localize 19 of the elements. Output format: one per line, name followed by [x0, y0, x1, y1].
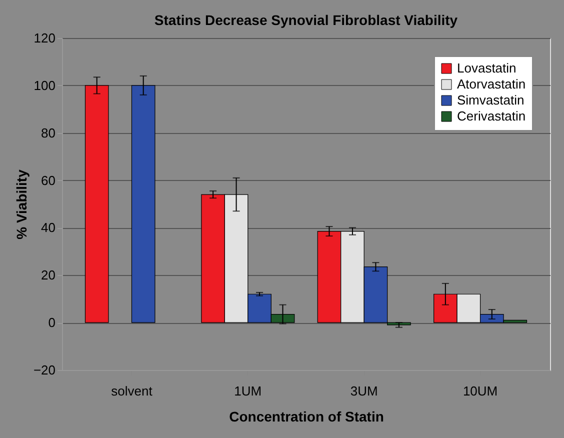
x-tick-label: solvent — [111, 384, 153, 398]
y-tick-label: 20 — [41, 268, 56, 283]
legend-label: Simvastatin — [457, 92, 524, 108]
x-tick-label: 3UM — [350, 384, 378, 398]
y-tick-label: −20 — [33, 362, 56, 378]
legend-label: Lovastatin — [457, 60, 516, 76]
y-tick-label: 100 — [34, 78, 56, 93]
y-tick-label: 40 — [41, 220, 56, 236]
x-tick-label: 10UM — [462, 384, 498, 398]
x-axis-title: Concentration of Statin — [229, 408, 384, 424]
y-tick-label: 60 — [41, 172, 56, 188]
legend-label: Cerivastatin — [457, 108, 526, 124]
y-tick-label: 0 — [48, 315, 56, 330]
y-tick-label: 120 — [34, 30, 56, 46]
legend-label: Atorvastatin — [457, 76, 526, 92]
x-tick-label: 1UM — [234, 384, 262, 398]
chart-title: Statins Decrease Synovial Fibroblast Viability — [154, 12, 458, 28]
y-tick-label: 80 — [41, 125, 56, 140]
y-axis-title: % Viability — [13, 169, 30, 240]
